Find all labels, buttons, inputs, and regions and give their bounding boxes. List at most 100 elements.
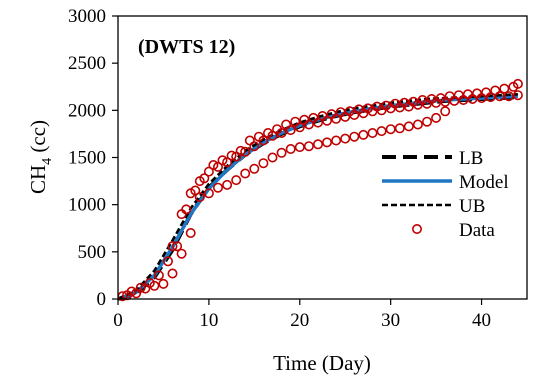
- data-point: [294, 122, 305, 133]
- x-tick-label-30: 30: [381, 310, 400, 331]
- data-point: [431, 112, 442, 123]
- x-tick-label-40: 40: [472, 310, 491, 331]
- data-point: [312, 117, 323, 128]
- legend-label-data: Data: [459, 220, 495, 241]
- data-point: [340, 111, 351, 122]
- legend-marker-data: [411, 224, 422, 235]
- data-point: [208, 160, 219, 171]
- data-point: [285, 125, 296, 136]
- data-point: [185, 228, 196, 239]
- data-point: [153, 270, 164, 281]
- data-point: [412, 119, 423, 130]
- data-point: [303, 141, 314, 152]
- data-point: [176, 248, 187, 259]
- data-point: [217, 155, 228, 166]
- data-point: [303, 119, 314, 130]
- data-point: [267, 130, 278, 141]
- data-point: [203, 166, 214, 177]
- data-point: [312, 139, 323, 150]
- legend-label-ub: UB: [459, 196, 485, 217]
- data-point: [358, 108, 369, 119]
- data-point: [421, 116, 432, 127]
- data-point: [331, 113, 342, 124]
- series-line-ub: [117, 93, 518, 301]
- y-axis-title-subscript: 4: [40, 158, 55, 165]
- data-point: [403, 101, 414, 112]
- x-tick-label-0: 0: [113, 310, 123, 331]
- scatter-layer: [117, 78, 523, 302]
- data-point: [285, 144, 296, 155]
- data-point: [172, 241, 183, 252]
- data-point: [167, 268, 178, 279]
- data-point: [226, 150, 237, 161]
- data-point: [440, 106, 451, 117]
- data-point: [140, 283, 151, 294]
- data-point: [376, 105, 387, 116]
- data-point: [244, 135, 255, 146]
- data-point: [458, 95, 469, 106]
- data-point: [231, 151, 242, 162]
- data-point: [163, 256, 174, 267]
- x-tick-label-10: 10: [199, 310, 218, 331]
- y-tick-label-1000: 1000: [68, 195, 106, 216]
- data-point: [240, 168, 251, 179]
- data-point: [222, 179, 233, 190]
- data-point: [231, 175, 242, 186]
- data-point: [367, 106, 378, 117]
- data-point: [412, 99, 423, 110]
- legend-label-lb: LB: [459, 148, 483, 169]
- data-point: [203, 188, 214, 199]
- ticks-layer: 0 10 20 30 40 0 500 1000 1500 2000 2500 3000: [68, 6, 491, 331]
- x-axis-title: Time (Day): [273, 351, 371, 375]
- y-axis-title-unit: (cc): [26, 120, 50, 158]
- data-point: [240, 146, 251, 157]
- data-point: [194, 176, 205, 187]
- data-point: [213, 161, 224, 172]
- data-point: [349, 110, 360, 121]
- data-point: [321, 115, 332, 126]
- data-point: [340, 133, 351, 144]
- data-point: [149, 280, 160, 291]
- y-tick-label-1500: 1500: [68, 148, 106, 169]
- y-tick-label-2500: 2500: [68, 53, 106, 74]
- data-point: [185, 188, 196, 199]
- data-point: [331, 135, 342, 146]
- y-tick-label-500: 500: [78, 242, 107, 263]
- x-tick-label-20: 20: [290, 310, 309, 331]
- data-point: [276, 128, 287, 139]
- data-point: [167, 241, 178, 252]
- y-tick-label-0: 0: [97, 289, 107, 310]
- data-point: [158, 278, 169, 289]
- data-point: [131, 288, 142, 299]
- y-tick-label-2000: 2000: [68, 100, 106, 121]
- y-axis-title-main: CH: [26, 165, 50, 194]
- data-point: [499, 83, 510, 94]
- data-point: [258, 135, 269, 146]
- data-point: [349, 131, 360, 142]
- legend-label-model: Model: [459, 172, 509, 193]
- data-point: [503, 91, 514, 102]
- data-point: [267, 152, 278, 163]
- data-point: [403, 121, 414, 132]
- data-point: [294, 142, 305, 153]
- data-point: [213, 182, 224, 193]
- data-point: [249, 163, 260, 174]
- data-point: [512, 78, 523, 89]
- data-point: [358, 129, 369, 140]
- data-point: [512, 90, 523, 101]
- data-point: [258, 158, 269, 169]
- data-point: [367, 128, 378, 139]
- data-point: [249, 141, 260, 152]
- y-tick-label-3000: 3000: [68, 6, 106, 27]
- legend: LB Model UB Data: [382, 148, 509, 241]
- data-point: [376, 126, 387, 137]
- data-point: [394, 123, 405, 134]
- data-point: [194, 192, 205, 203]
- series-layer: [117, 93, 519, 301]
- data-point: [276, 147, 287, 158]
- y-axis-title: CH4 (cc): [26, 120, 55, 194]
- panel-annotation: (DWTS 12): [138, 36, 235, 58]
- data-point: [222, 157, 233, 168]
- data-point: [176, 209, 187, 220]
